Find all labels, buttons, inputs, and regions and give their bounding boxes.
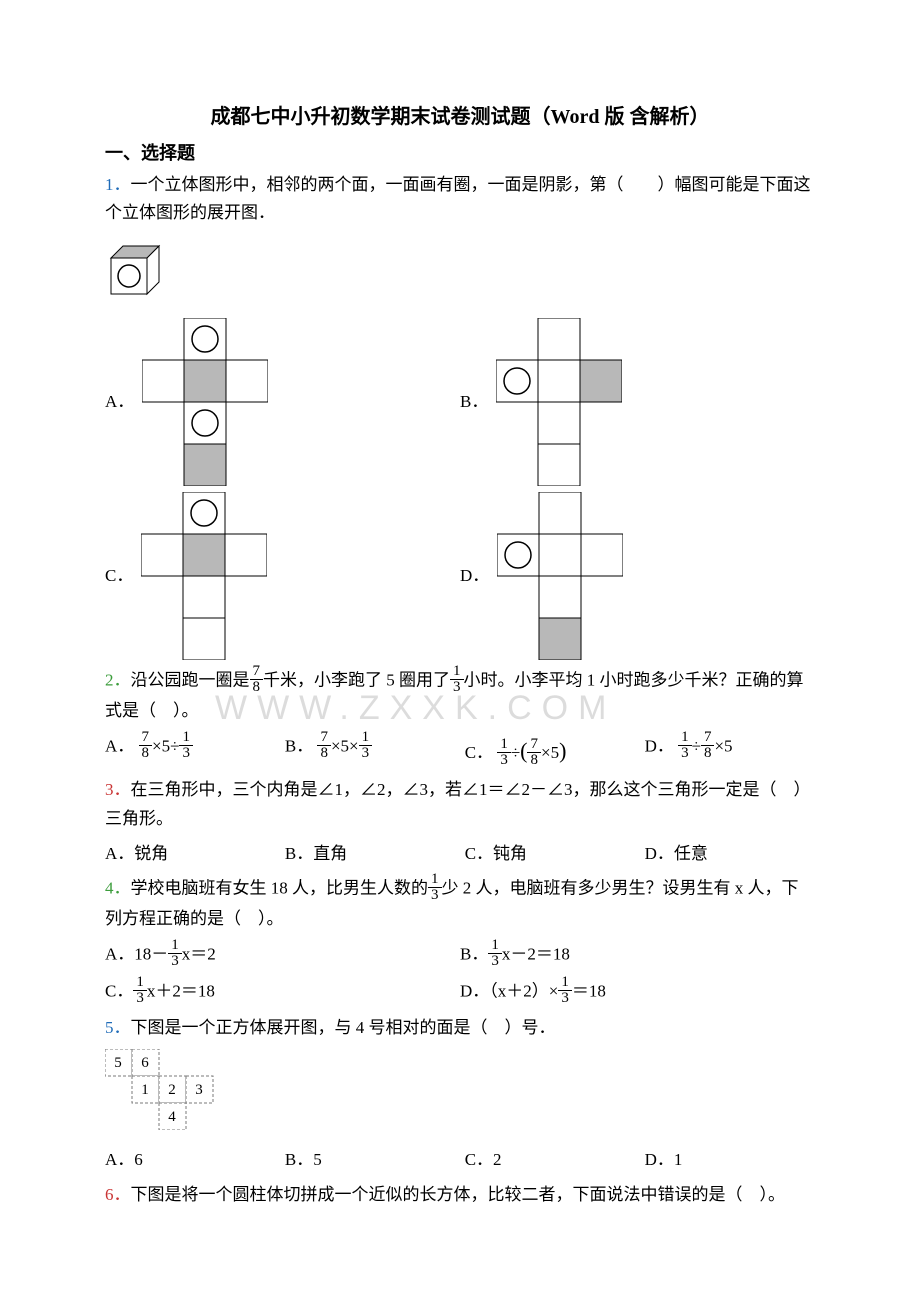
question-6: 6．下图是将一个圆柱体切拼成一个近似的长方体，比较二者，下面说法中错误的是（ ）… — [105, 1181, 815, 1210]
q4-options-row-1: A．18－13x＝2 B．13x－2＝18 — [105, 940, 815, 971]
opt-b-label: B． — [460, 388, 488, 417]
q1-cube-figure — [105, 240, 163, 308]
q5-opt-c: C．2 — [465, 1146, 635, 1175]
q2-number: 2． — [105, 671, 131, 690]
svg-text:5: 5 — [114, 1055, 122, 1071]
q4-options-row-2: C．13x＋2＝18 D．（x＋2）×13＝18 — [105, 977, 815, 1008]
svg-text:4: 4 — [168, 1109, 176, 1125]
question-3: 3．在三角形中，三个内角是∠1，∠2，∠3，若∠1＝∠2－∠3，那么这个三角形一… — [105, 776, 815, 834]
q4-frac: 13 — [428, 872, 442, 903]
q1-net-c — [141, 492, 267, 660]
q4-opt-b: B．13x－2＝18 — [460, 940, 815, 971]
q2-opt-d: D． 13÷78×5 — [645, 732, 815, 770]
q2-options: A． 78×5÷13 B． 78×5×13 C． 13÷(78×5) D． 13… — [105, 732, 815, 770]
q6-number: 6． — [105, 1185, 131, 1204]
q3-opt-b: B．直角 — [285, 840, 455, 869]
q4-text-a: 学校电脑班有女生 18 人，比男生人数的 — [131, 879, 429, 898]
q2-text-b: 千米，小李跑了 5 圈用了 — [263, 671, 450, 690]
q2-frac-1: 78 — [250, 664, 264, 695]
section-header: 一、选择题 — [105, 138, 815, 169]
q5-net-figure: 5 6 1 2 3 4 — [105, 1049, 815, 1140]
svg-text:3: 3 — [195, 1082, 203, 1098]
q5-options: A．6 B．5 C．2 D．1 — [105, 1146, 815, 1175]
q2-frac-2: 13 — [450, 664, 464, 695]
q3-number: 3． — [105, 780, 131, 799]
q5-opt-b: B．5 — [285, 1146, 455, 1175]
q3-text: 在三角形中，三个内角是∠1，∠2，∠3，若∠1＝∠2－∠3，那么这个三角形一定是… — [105, 780, 811, 828]
q5-text: 下图是一个正方体展开图，与 4 号相对的面是（ ）号． — [131, 1018, 556, 1037]
opt-a-label: A． — [105, 388, 134, 417]
opt-c-label: C． — [105, 562, 133, 591]
question-4: 4．学校电脑班有女生 18 人，比男生人数的13少 2 人，电脑班有多少男生？设… — [105, 874, 815, 934]
q3-opt-d: D．任意 — [645, 840, 815, 869]
q5-opt-d: D．1 — [645, 1146, 815, 1175]
q1-net-d — [497, 492, 623, 660]
question-2: 2．沿公园跑一圈是78千米，小李跑了 5 圈用了13小时。小李平均 1 小时跑多… — [105, 666, 815, 726]
q2-opt-a: A． 78×5÷13 — [105, 732, 275, 770]
q1-text: 一个立体图形中，相邻的两个面，一面画有圈，一面是阴影，第（ ）幅图可能是下面这个… — [105, 175, 811, 223]
q2-opt-c: C． 13÷(78×5) — [465, 732, 635, 770]
q6-text: 下图是将一个圆柱体切拼成一个近似的长方体，比较二者，下面说法中错误的是（ ）。 — [131, 1185, 786, 1204]
opt-d-label: D． — [460, 562, 489, 591]
svg-text:1: 1 — [141, 1082, 149, 1098]
q3-options: A．锐角 B．直角 C．钝角 D．任意 — [105, 840, 815, 869]
q1-number: 1． — [105, 175, 131, 194]
q2-text-a: 沿公园跑一圈是 — [131, 671, 250, 690]
q1-net-a — [142, 318, 268, 486]
question-1: 1．一个立体图形中，相邻的两个面，一面画有圈，一面是阴影，第（ ）幅图可能是下面… — [105, 171, 815, 229]
question-5: 5．下图是一个正方体展开图，与 4 号相对的面是（ ）号． — [105, 1014, 815, 1043]
svg-text:6: 6 — [141, 1055, 149, 1071]
q1-options-row-2: C． D． — [105, 492, 815, 660]
svg-text:2: 2 — [168, 1082, 176, 1098]
q1-net-b — [496, 318, 622, 486]
q5-number: 5． — [105, 1018, 131, 1037]
q3-opt-a: A．锐角 — [105, 840, 275, 869]
page-title: 成都七中小升初数学期末试卷测试题（Word 版 含解析） — [105, 100, 815, 134]
q5-opt-a: A．6 — [105, 1146, 275, 1175]
q4-opt-c: C．13x＋2＝18 — [105, 977, 460, 1008]
q2-opt-b: B． 78×5×13 — [285, 732, 455, 770]
q4-opt-d: D．（x＋2）×13＝18 — [460, 977, 815, 1008]
q3-opt-c: C．钝角 — [465, 840, 635, 869]
q4-opt-a: A．18－13x＝2 — [105, 940, 460, 971]
q4-number: 4． — [105, 879, 131, 898]
q1-options-row-1: A． B． — [105, 318, 815, 486]
